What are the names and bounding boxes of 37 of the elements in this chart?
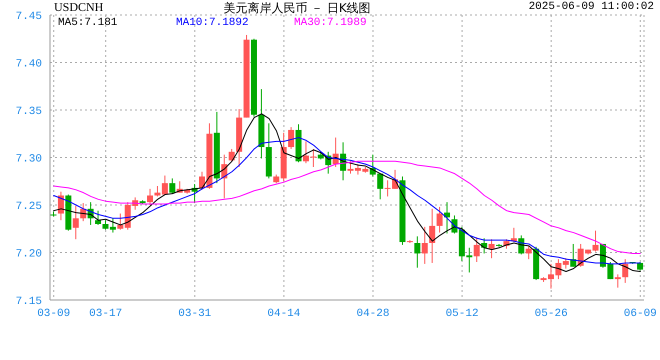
candlestick — [169, 178, 176, 194]
candlestick — [488, 238, 495, 259]
x-tick-label: 06-09 — [624, 308, 657, 320]
x-tick-label: 05-12 — [446, 308, 479, 320]
candlestick — [422, 226, 428, 264]
candlestick — [72, 205, 79, 240]
y-tick-label: 7.45 — [16, 10, 42, 23]
chart-subtitle: USDCNH — [54, 0, 104, 15]
x-tick-label: 03-31 — [178, 308, 212, 320]
candlestick — [95, 210, 102, 226]
candlestick — [147, 188, 154, 206]
candlestick — [429, 208, 436, 264]
x-tick-label: 03-17 — [89, 308, 122, 320]
x-tick-label: 03-09 — [37, 308, 70, 320]
x-tick-label: 04-28 — [356, 308, 390, 320]
y-tick-label: 7.30 — [16, 153, 42, 166]
y-tick-label: 7.15 — [16, 296, 42, 308]
candlestick — [614, 274, 621, 288]
y-tick-label: 7.25 — [16, 200, 42, 213]
candlestick — [444, 202, 450, 234]
y-tick-label: 7.35 — [16, 106, 42, 118]
text: MA30:7.1989 — [294, 17, 368, 29]
text: MA10:7.1892 — [176, 17, 250, 29]
x-tick-label: 04-14 — [267, 308, 301, 320]
candlestick — [526, 245, 532, 260]
candlestick — [414, 236, 420, 268]
y-tick-label: 7.40 — [16, 58, 42, 70]
candlestick — [436, 206, 443, 234]
text: MA5:7.181 — [58, 17, 118, 29]
chart-title: 美元离岸人民币 － 日K线图 — [223, 1, 371, 15]
candlestick — [288, 126, 294, 150]
text: 2025-06-09 11:00:02 — [528, 1, 654, 13]
x-tick-label: 05-26 — [534, 308, 568, 320]
y-tick-label: 7.20 — [16, 248, 42, 260]
candlestick — [474, 236, 480, 262]
candlestick — [228, 148, 235, 162]
candlestick — [622, 258, 628, 284]
